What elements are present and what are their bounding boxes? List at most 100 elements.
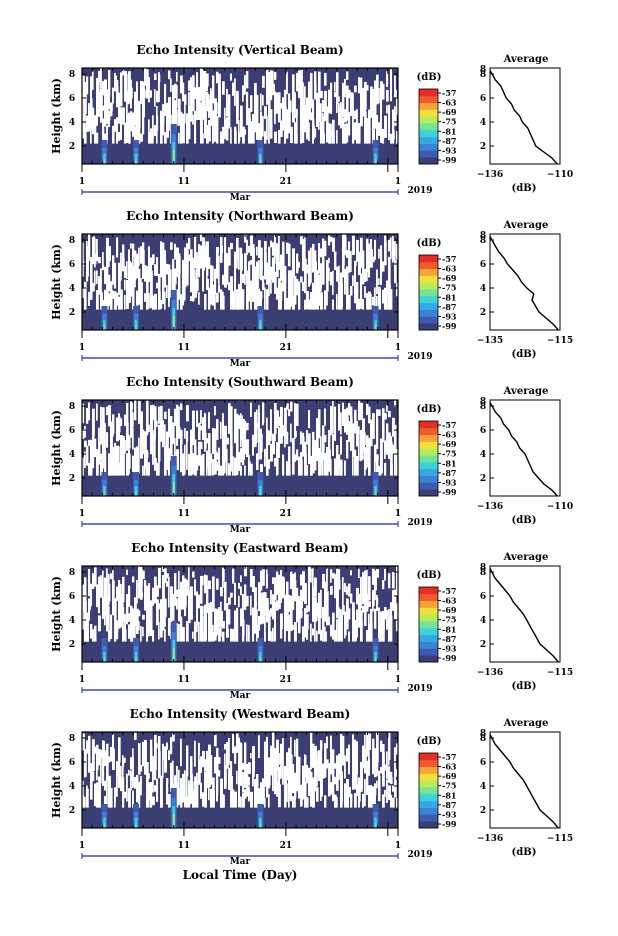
missing-data-patch — [312, 628, 315, 636]
x-tick-label: 21 — [280, 509, 293, 519]
missing-data-patch — [132, 790, 134, 808]
missing-data-patch — [358, 790, 361, 807]
missing-data-patch — [156, 587, 159, 597]
missing-data-patch — [116, 237, 119, 258]
missing-data-patch — [194, 630, 197, 642]
missing-data-patch — [172, 425, 175, 444]
missing-data-patch — [264, 287, 266, 310]
missing-data-patch — [238, 120, 240, 144]
missing-data-patch — [282, 424, 285, 437]
missing-data-patch — [352, 124, 355, 144]
missing-data-patch — [240, 465, 242, 476]
missing-data-patch — [276, 600, 279, 611]
missing-data-patch — [124, 122, 127, 144]
missing-data-patch — [396, 743, 398, 755]
colorbar-band — [419, 289, 438, 297]
missing-data-patch — [92, 771, 95, 782]
missing-data-patch — [316, 283, 319, 310]
missing-data-patch — [212, 126, 214, 144]
missing-data-patch — [324, 408, 326, 426]
colorbar-band — [419, 123, 438, 131]
missing-data-patch — [194, 110, 197, 144]
missing-data-patch — [356, 587, 359, 605]
missing-data-patch — [178, 589, 181, 622]
missing-data-patch — [134, 91, 137, 117]
missing-data-patch — [254, 785, 256, 808]
missing-data-patch — [290, 773, 293, 790]
missing-data-patch — [366, 732, 369, 757]
missing-data-patch — [334, 81, 336, 92]
missing-data-patch — [204, 771, 207, 781]
month-label: Mar — [230, 193, 251, 203]
missing-data-patch — [258, 240, 261, 250]
colorbar-band — [419, 434, 438, 442]
missing-data-patch — [234, 791, 237, 808]
missing-data-patch — [208, 287, 211, 310]
missing-data-patch — [96, 238, 98, 259]
missing-data-patch — [372, 431, 375, 438]
missing-data-patch — [340, 733, 343, 754]
missing-data-patch — [184, 578, 187, 609]
missing-data-patch — [240, 586, 242, 596]
missing-data-patch — [312, 777, 315, 808]
missing-data-patch — [144, 89, 146, 99]
average-profile-line — [489, 70, 558, 165]
missing-data-patch — [194, 278, 197, 298]
missing-data-patch — [190, 756, 193, 788]
missing-data-patch — [216, 249, 219, 279]
missing-data-patch — [114, 75, 117, 92]
missing-data-patch — [308, 583, 311, 612]
missing-data-patch — [246, 422, 249, 431]
missing-data-patch — [140, 80, 143, 105]
missing-data-patch — [118, 737, 121, 763]
x-tick-label: 11 — [178, 675, 191, 685]
missing-data-patch — [308, 768, 311, 797]
missing-data-patch — [228, 609, 231, 625]
missing-data-patch — [140, 426, 143, 451]
colorbar-band — [419, 150, 438, 158]
missing-data-patch — [228, 597, 231, 605]
missing-data-patch — [382, 743, 385, 778]
missing-data-patch — [82, 457, 84, 476]
missing-data-patch — [164, 748, 167, 762]
missing-data-patch — [350, 593, 353, 604]
missing-data-patch — [148, 246, 150, 282]
missing-data-patch — [314, 599, 317, 623]
missing-data-patch — [100, 425, 102, 445]
colorbar-band — [419, 655, 438, 663]
missing-data-patch — [106, 759, 109, 771]
missing-data-patch — [368, 576, 371, 601]
missing-data-patch — [308, 265, 310, 287]
missing-data-patch — [200, 441, 203, 450]
missing-data-patch — [164, 752, 167, 773]
missing-data-patch — [160, 110, 163, 144]
missing-data-patch — [286, 431, 289, 445]
colorbar-band — [419, 600, 438, 608]
missing-data-patch — [272, 433, 275, 455]
intensity-streak — [259, 823, 262, 828]
missing-data-patch — [138, 437, 140, 474]
missing-data-patch — [344, 755, 346, 779]
missing-data-patch — [382, 611, 385, 642]
colorbar-tick-label: -99 — [442, 819, 457, 829]
missing-data-patch — [330, 82, 332, 94]
missing-data-patch — [290, 754, 293, 780]
missing-data-patch — [394, 89, 397, 99]
missing-data-patch — [376, 568, 379, 578]
missing-data-patch — [122, 777, 125, 808]
missing-data-patch — [110, 108, 112, 117]
missing-data-patch — [84, 451, 86, 468]
missing-data-patch — [310, 292, 313, 310]
missing-data-patch — [150, 411, 153, 427]
missing-data-patch — [200, 102, 203, 138]
missing-data-patch — [182, 113, 185, 144]
missing-data-patch — [330, 624, 333, 637]
missing-data-patch — [272, 761, 274, 792]
missing-data-patch — [346, 250, 349, 258]
missing-data-patch — [124, 757, 126, 763]
colorbar-tick-label: -57 — [442, 420, 456, 430]
missing-data-patch — [270, 450, 273, 462]
missing-data-patch — [344, 783, 347, 808]
missing-data-patch — [248, 461, 251, 472]
missing-data-patch — [202, 70, 205, 95]
